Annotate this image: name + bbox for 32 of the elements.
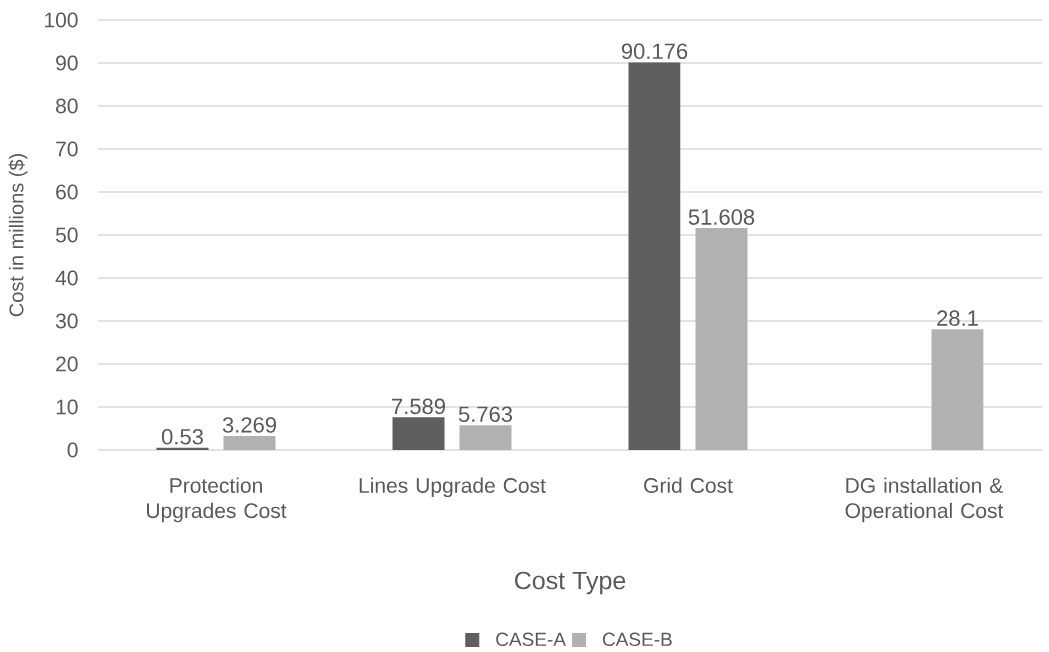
x-tick-label: Lines Upgrade Cost	[359, 477, 546, 498]
data-label: 7.589	[392, 398, 445, 415]
data-label: 5.763	[458, 406, 513, 423]
x-tick-label: Grid Cost	[644, 477, 733, 493]
x-axis-title: Cost Type	[515, 571, 626, 595]
y-tick-label: 70	[56, 141, 78, 157]
bar	[628, 62, 681, 450]
data-label: 3.269	[222, 417, 276, 433]
bar	[459, 425, 512, 450]
y-tick-label: 90	[56, 55, 78, 71]
bar	[223, 435, 276, 450]
y-tick-label: 0	[67, 442, 78, 458]
x-tick-label: Protection Upgrades Cost	[147, 477, 287, 523]
data-label: 0.53	[161, 428, 203, 445]
y-tick-label: 40	[55, 270, 78, 286]
bar	[695, 228, 748, 450]
y-tick-label: 80	[56, 98, 78, 114]
y-tick-label: 100	[45, 12, 78, 28]
x-tick-label: DG installation & Operational Cost	[845, 477, 1004, 523]
y-tick-label: 60	[56, 184, 78, 200]
y-tick-label: 30	[55, 313, 78, 329]
data-label: 28.1	[937, 310, 978, 326]
legend-label: CASE-B	[602, 632, 672, 647]
data-label: 90.176	[621, 43, 688, 60]
y-tick-label: 50	[55, 227, 78, 243]
y-tick-label: 10	[56, 399, 78, 415]
y-tick-label: 20	[56, 356, 78, 372]
bar	[931, 329, 984, 450]
bar	[392, 417, 445, 450]
data-label: 51.608	[688, 209, 755, 225]
legend-label: CASE-A	[496, 632, 566, 647]
y-axis-title: Cost in millions ($)	[8, 154, 28, 317]
